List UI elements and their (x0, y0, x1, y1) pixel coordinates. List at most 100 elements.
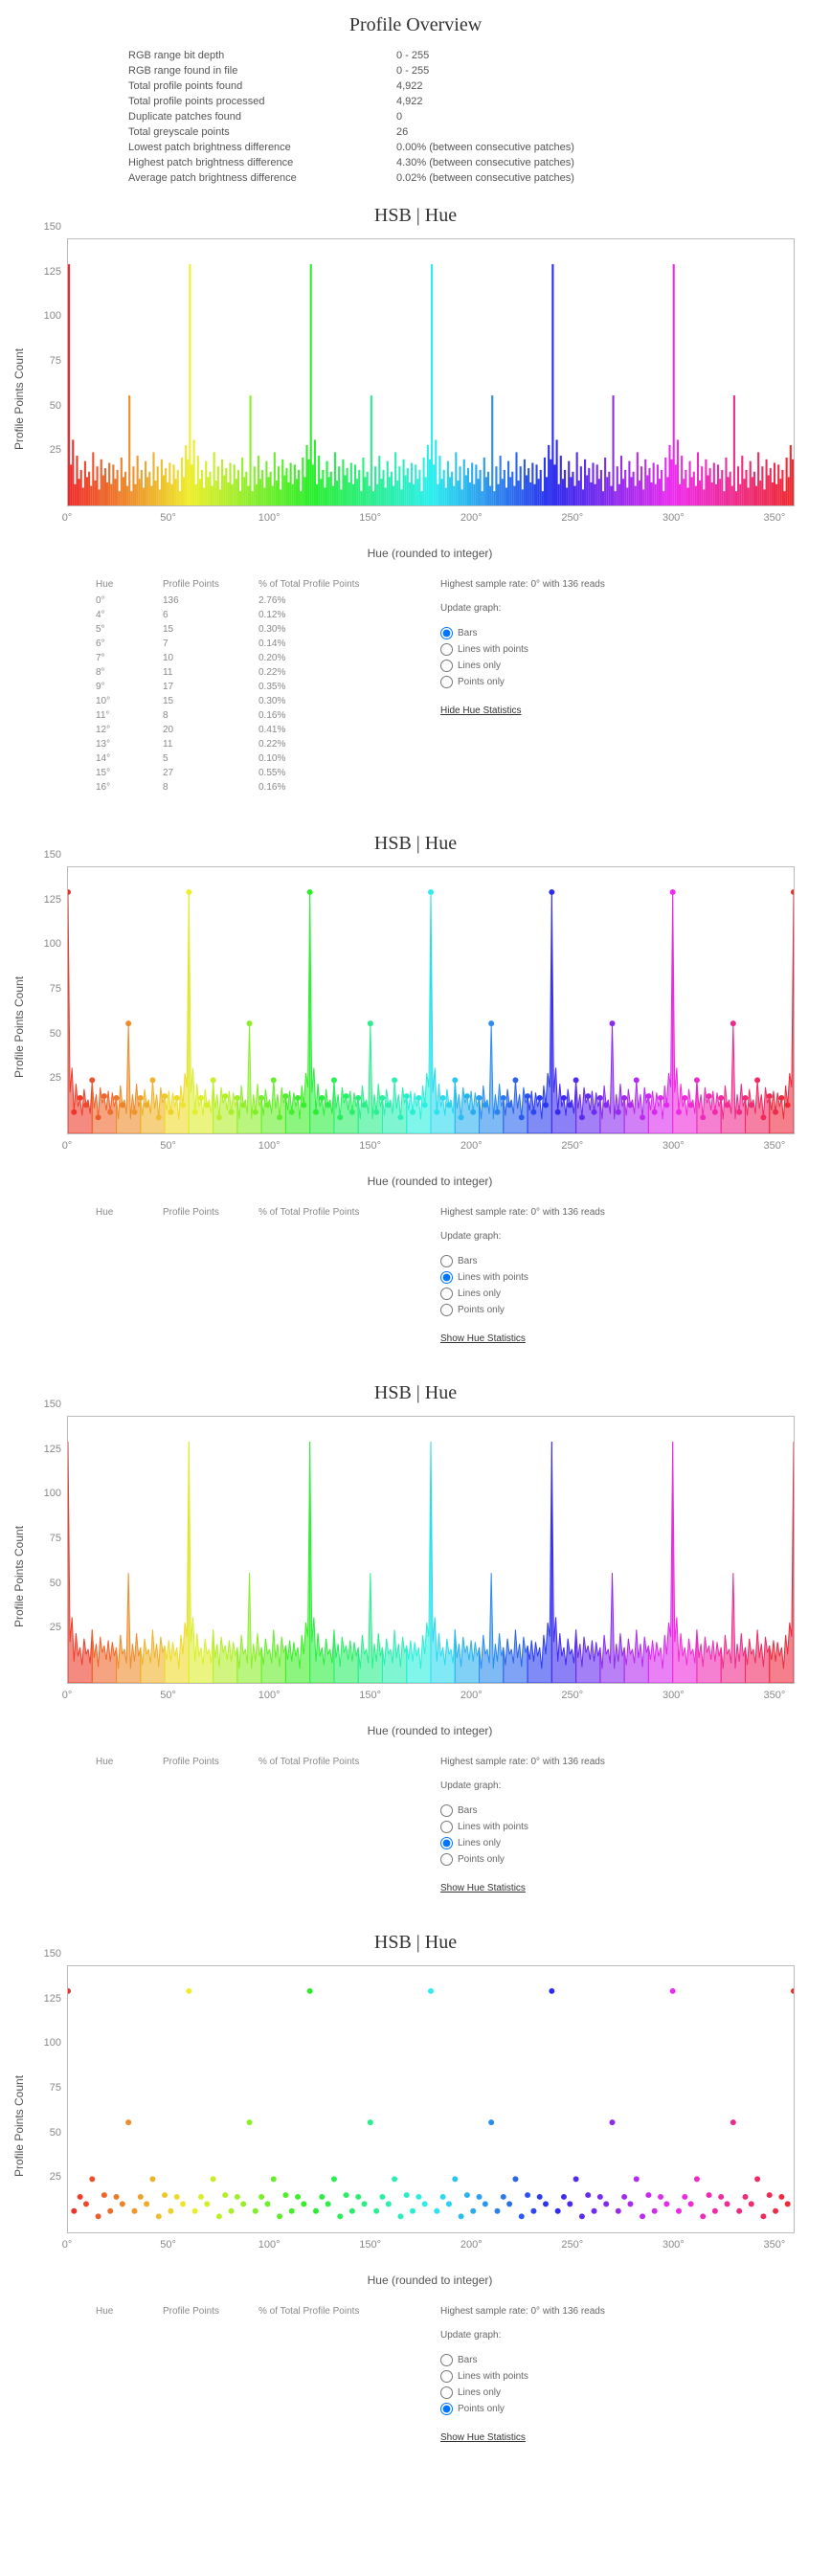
radio-input[interactable] (440, 2403, 453, 2415)
radio-input[interactable] (440, 643, 453, 656)
stats-row: 10°150.30% (96, 694, 402, 708)
radio-input[interactable] (440, 2354, 453, 2366)
radio-option[interactable]: Bars (440, 2354, 774, 2366)
stats-table: HueProfile Points% of Total Profile Poin… (96, 1757, 402, 1893)
stats-row: 16°80.16% (96, 780, 402, 795)
radio-option[interactable]: Lines only (440, 1837, 774, 1849)
stats-table: HueProfile Points% of Total Profile Poin… (96, 579, 402, 795)
x-axis-ticks: 0°50°100°150°200°250°300°350° (67, 1140, 795, 1154)
overview-table: RGB range bit depth0 - 255RGB range foun… (128, 48, 703, 186)
toggle-stats-link[interactable]: Show Hue Statistics (440, 1883, 526, 1893)
stats-row: 12°200.41% (96, 723, 402, 737)
radio-input[interactable] (440, 1288, 453, 1300)
radio-input[interactable] (440, 2370, 453, 2383)
radio-option[interactable]: Lines with points (440, 1271, 774, 1284)
chart-title: HSB | Hue (0, 1932, 831, 1954)
x-axis-ticks: 0°50°100°150°200°250°300°350° (67, 1690, 795, 1703)
chart-title: HSB | Hue (0, 833, 831, 855)
overview-value: 4,922 (396, 96, 703, 107)
stats-table: HueProfile Points% of Total Profile Poin… (96, 2306, 402, 2443)
radio-option[interactable]: Points only (440, 2403, 774, 2415)
stats-table: HueProfile Points% of Total Profile Poin… (96, 1207, 402, 1344)
radio-label: Lines only (458, 1838, 501, 1848)
highest-sample-text: Highest sample rate: 0° with 136 reads (440, 1757, 774, 1767)
radio-input[interactable] (440, 1304, 453, 1316)
radio-option[interactable]: Bars (440, 1804, 774, 1817)
y-axis-label: Profile Points Count (12, 976, 26, 1078)
chart-area (67, 866, 795, 1134)
radio-option[interactable]: Points only (440, 1304, 774, 1316)
radio-option[interactable]: Points only (440, 1853, 774, 1866)
radio-input[interactable] (440, 1255, 453, 1267)
y-axis-label: Profile Points Count (12, 2075, 26, 2177)
stats-row: 11°80.16% (96, 708, 402, 723)
radio-label: Lines with points (458, 2371, 528, 2382)
x-axis-label: Hue (rounded to integer) (29, 1724, 831, 1737)
radio-option[interactable]: Lines only (440, 2386, 774, 2399)
y-axis-ticks: 255075100125150 (38, 1965, 65, 2233)
radio-input[interactable] (440, 660, 453, 672)
radio-input[interactable] (440, 1271, 453, 1284)
radio-label: Lines only (458, 661, 501, 671)
y-axis-label: Profile Points Count (12, 348, 26, 450)
y-axis-label: Profile Points Count (12, 1526, 26, 1627)
overview-value: 26 (396, 126, 703, 138)
radio-label: Lines only (458, 1288, 501, 1299)
stats-row: 0°1362.76% (96, 594, 402, 608)
overview-value: 0.00% (between consecutive patches) (396, 142, 703, 153)
radio-input[interactable] (440, 676, 453, 688)
radio-label: Lines with points (458, 1822, 528, 1832)
overview-value: 0 - 255 (396, 65, 703, 77)
x-axis-label: Hue (rounded to integer) (29, 2274, 831, 2287)
stats-row: 13°110.22% (96, 737, 402, 751)
stats-row: 8°110.22% (96, 665, 402, 680)
overview-value: 0 - 255 (396, 50, 703, 61)
radio-option[interactable]: Lines only (440, 1288, 774, 1300)
radio-option[interactable]: Lines with points (440, 643, 774, 656)
chart-title: HSB | Hue (0, 1382, 831, 1404)
update-graph-label: Update graph: (440, 2330, 774, 2341)
overview-label: Total greyscale points (128, 126, 396, 138)
overview-title: Profile Overview (0, 14, 831, 36)
radio-option[interactable]: Lines only (440, 660, 774, 672)
radio-option[interactable]: Lines with points (440, 2370, 774, 2383)
overview-label: Total profile points found (128, 80, 396, 92)
chart-area (67, 238, 795, 506)
y-axis-ticks: 255075100125150 (38, 1416, 65, 1684)
radio-label: Points only (458, 2404, 505, 2414)
radio-label: Bars (458, 1256, 478, 1266)
stats-row: 5°150.30% (96, 622, 402, 637)
chart-area (67, 1965, 795, 2233)
toggle-stats-link[interactable]: Show Hue Statistics (440, 2432, 526, 2443)
radio-option[interactable]: Bars (440, 1255, 774, 1267)
radio-label: Points only (458, 1854, 505, 1865)
toggle-stats-link[interactable]: Hide Hue Statistics (440, 706, 521, 716)
update-graph-label: Update graph: (440, 1781, 774, 1791)
highest-sample-text: Highest sample rate: 0° with 136 reads (440, 579, 774, 590)
radio-label: Bars (458, 628, 478, 638)
x-axis-ticks: 0°50°100°150°200°250°300°350° (67, 512, 795, 526)
radio-option[interactable]: Lines with points (440, 1821, 774, 1833)
radio-label: Bars (458, 1805, 478, 1816)
overview-value: 4.30% (between consecutive patches) (396, 157, 703, 168)
overview-label: Total profile points processed (128, 96, 396, 107)
radio-input[interactable] (440, 1821, 453, 1833)
radio-input[interactable] (440, 627, 453, 639)
stats-header: HueProfile Points% of Total Profile Poin… (96, 1757, 402, 1767)
x-axis-label: Hue (rounded to integer) (29, 547, 831, 560)
stats-row: 9°170.35% (96, 680, 402, 694)
radio-input[interactable] (440, 1837, 453, 1849)
radio-input[interactable] (440, 2386, 453, 2399)
overview-value: 0.02% (between consecutive patches) (396, 172, 703, 184)
radio-input[interactable] (440, 1853, 453, 1866)
y-axis-ticks: 255075100125150 (38, 866, 65, 1134)
toggle-stats-link[interactable]: Show Hue Statistics (440, 1333, 526, 1344)
overview-label: RGB range bit depth (128, 50, 396, 61)
overview-value: 4,922 (396, 80, 703, 92)
radio-option[interactable]: Bars (440, 627, 774, 639)
stats-row: 15°270.55% (96, 766, 402, 780)
radio-option[interactable]: Points only (440, 676, 774, 688)
stats-row: 7°100.20% (96, 651, 402, 665)
x-axis-label: Hue (rounded to integer) (29, 1175, 831, 1188)
radio-input[interactable] (440, 1804, 453, 1817)
